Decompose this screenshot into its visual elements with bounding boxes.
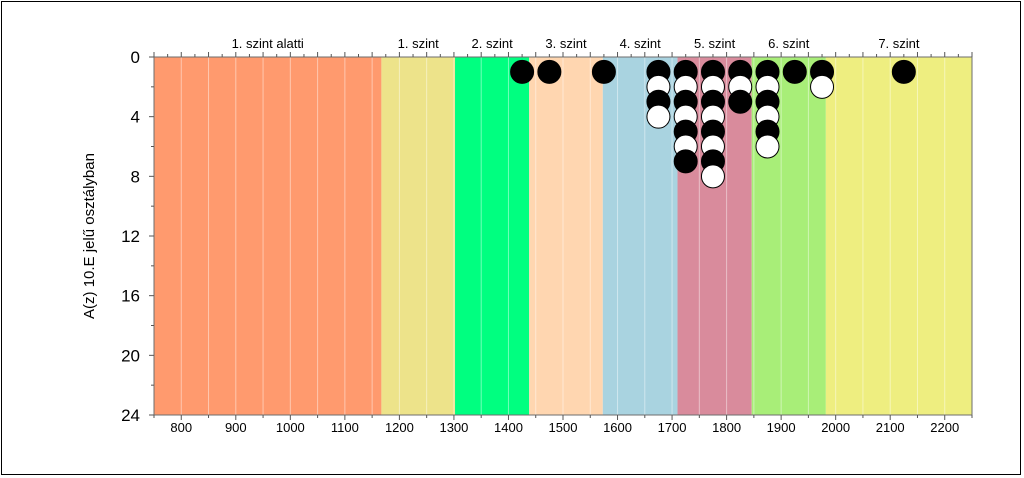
data-point — [728, 89, 753, 114]
level-band-3 — [455, 57, 530, 415]
band-label-8: 7. szint — [878, 36, 920, 51]
data-point — [591, 59, 616, 84]
band-layer — [154, 57, 972, 415]
x-tick-label: 1900 — [767, 420, 796, 435]
x-tick-label: 1000 — [276, 420, 305, 435]
y-tick-label: 8 — [131, 167, 140, 186]
data-point — [782, 59, 807, 84]
data-point — [891, 59, 916, 84]
axis-layer — [149, 52, 973, 420]
x-tick-label: 2100 — [876, 420, 905, 435]
x-tick-label: 1700 — [658, 420, 687, 435]
x-tick-label: 1800 — [712, 420, 741, 435]
x-tick-label: 1100 — [331, 420, 359, 435]
x-tick-label: 900 — [225, 420, 247, 435]
data-point — [755, 134, 780, 159]
y-axis-label: A(z) 10.E jelű osztályban — [81, 153, 98, 319]
band-label-6: 5. szint — [694, 36, 736, 51]
band-label-5: 4. szint — [620, 36, 662, 51]
x-tick-label: 2000 — [821, 420, 850, 435]
data-point — [673, 149, 698, 174]
level-band-2 — [381, 57, 456, 415]
x-tick-label: 800 — [170, 420, 192, 435]
y-tick-label: 16 — [121, 287, 140, 306]
y-tick-label: 0 — [131, 48, 140, 67]
labels-layer: 1. szint alatti 1. szint 2. szint 3. szint 4… — [121, 36, 959, 435]
level-band-8 — [825, 57, 972, 415]
data-point — [700, 164, 725, 189]
x-tick-label: 1300 — [439, 420, 468, 435]
x-tick-label: 1200 — [385, 420, 414, 435]
data-point — [537, 59, 562, 84]
x-tick-label: 1600 — [603, 420, 632, 435]
x-tick-label: 1400 — [494, 420, 523, 435]
band-label-7: 6. szint — [768, 36, 810, 51]
level-band-4 — [529, 57, 603, 415]
y-tick-label: 12 — [121, 227, 140, 246]
band-label-2: 1. szint — [398, 36, 440, 51]
band-label-1: 1. szint alatti — [232, 36, 304, 51]
x-tick-label: 2200 — [930, 420, 959, 435]
level-band-1 — [154, 57, 382, 415]
x-tick-label: 1500 — [549, 420, 578, 435]
points-layer — [510, 59, 916, 189]
y-tick-label: 4 — [131, 108, 140, 127]
y-tick-label: 24 — [121, 406, 140, 425]
data-point — [646, 104, 671, 129]
data-point — [510, 59, 535, 84]
band-label-3: 2. szint — [472, 36, 514, 51]
band-label-4: 3. szint — [545, 36, 587, 51]
y-tick-label: 20 — [121, 346, 140, 365]
data-point — [810, 74, 835, 99]
